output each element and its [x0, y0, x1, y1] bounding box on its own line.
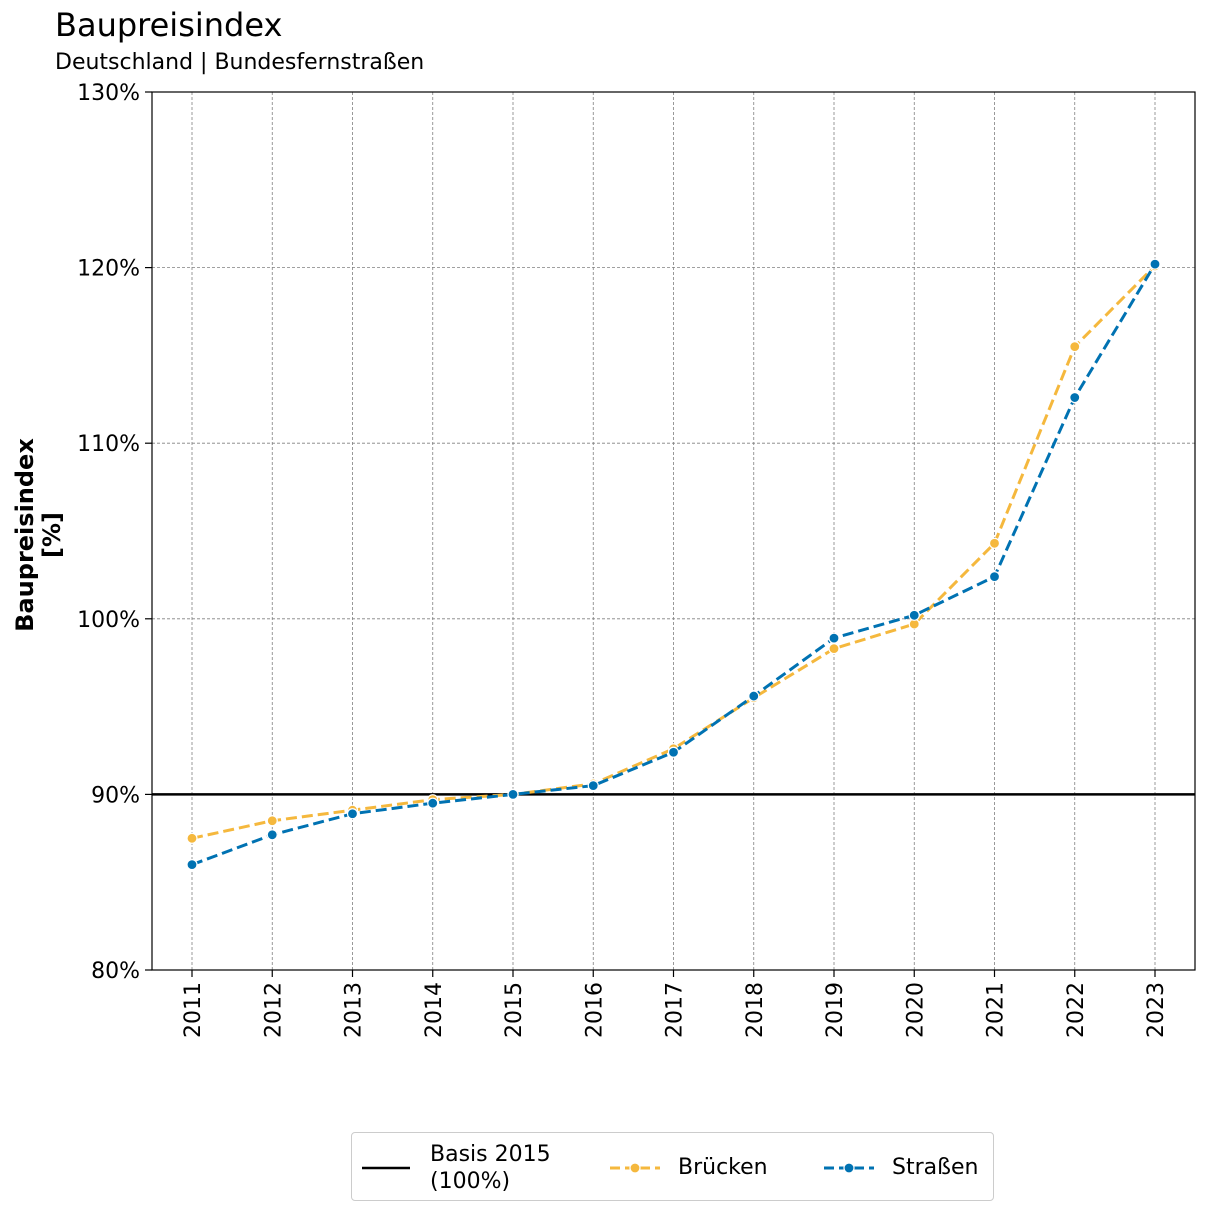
data-point-1-2011: [186, 859, 198, 871]
data-point-0-2019: [828, 643, 840, 655]
data-point-1-2023: [1149, 258, 1161, 270]
legend-item-basis: Basis 2015 (100%): [362, 1133, 551, 1202]
data-point-0-2021: [988, 537, 1001, 549]
y-tick-label-4: 120%: [77, 257, 140, 282]
data-point-1-2019: [828, 632, 840, 644]
y-tick-label-3: 110%: [77, 432, 140, 457]
data-point-1-2017: [667, 746, 680, 758]
legend: Basis 2015 (100%) Brücken Straßen: [351, 1132, 994, 1201]
legend-label-basis-sub: (100%): [430, 1168, 511, 1194]
data-point-0-2012: [266, 815, 278, 827]
legend-item-strassen: Straßen: [824, 1133, 978, 1202]
legend-item-bruecken: Brücken: [610, 1133, 768, 1202]
data-point-1-2012: [266, 829, 278, 841]
legend-label-basis: Basis 2015: [430, 1141, 551, 1167]
legend-label-bruecken: Brücken: [678, 1155, 768, 1180]
y-tick-label-0: 80%: [91, 959, 140, 984]
axes: 80% 90% 100% 110% 120% 130% 2011 2012 2013 2014 20…: [77, 81, 1196, 1038]
y-axis-label-unit: [%]: [38, 512, 66, 558]
x-tick-label-2011: 2011: [181, 982, 206, 1038]
x-tick-label-2016: 2016: [582, 982, 607, 1038]
data-point-1-2013: [346, 808, 359, 820]
data-point-1-2014: [427, 797, 439, 809]
chart-title: Baupreisindex: [55, 6, 283, 44]
x-tick-label-2022: 2022: [1064, 982, 1089, 1038]
x-tick-label-2021: 2021: [984, 982, 1009, 1038]
chart-subtitle: Deutschland | Bundesfernstraßen: [55, 50, 425, 75]
data-point-0-2011: [186, 832, 198, 844]
x-tick-label-2015: 2015: [502, 982, 527, 1038]
legend-swatch-strassen: [824, 1161, 874, 1174]
data-point-1-2021: [988, 571, 1001, 583]
data-point-1-2015: [507, 788, 519, 801]
y-tick-label-5: 130%: [77, 81, 140, 106]
grid-lines: [152, 91, 1195, 971]
data-point-1-2022: [1069, 391, 1081, 404]
series-group: [152, 258, 1195, 871]
y-tick-label-1: 90%: [91, 783, 140, 808]
legend-label-strassen: Straßen: [892, 1155, 979, 1180]
data-point-1-2020: [908, 609, 920, 621]
y-axis-label: Baupreisindex: [11, 438, 39, 632]
data-point-1-2018: [748, 690, 760, 702]
x-tick-label-2018: 2018: [743, 982, 768, 1038]
x-tick-label-2023: 2023: [1144, 982, 1169, 1038]
x-tick-label-2019: 2019: [823, 982, 848, 1038]
x-tick-label-2012: 2012: [261, 982, 286, 1038]
x-tick-label-2020: 2020: [903, 982, 928, 1038]
y-tick-label-2: 100%: [77, 608, 140, 633]
x-tick-label-2014: 2014: [422, 982, 447, 1038]
legend-swatch-bruecken: [610, 1161, 660, 1174]
legend-swatch-basis: [362, 1166, 410, 1169]
data-point-1-2016: [587, 780, 599, 792]
data-point-0-2022: [1069, 341, 1081, 353]
x-tick-label-2017: 2017: [663, 982, 688, 1038]
x-tick-label-2013: 2013: [342, 982, 367, 1038]
